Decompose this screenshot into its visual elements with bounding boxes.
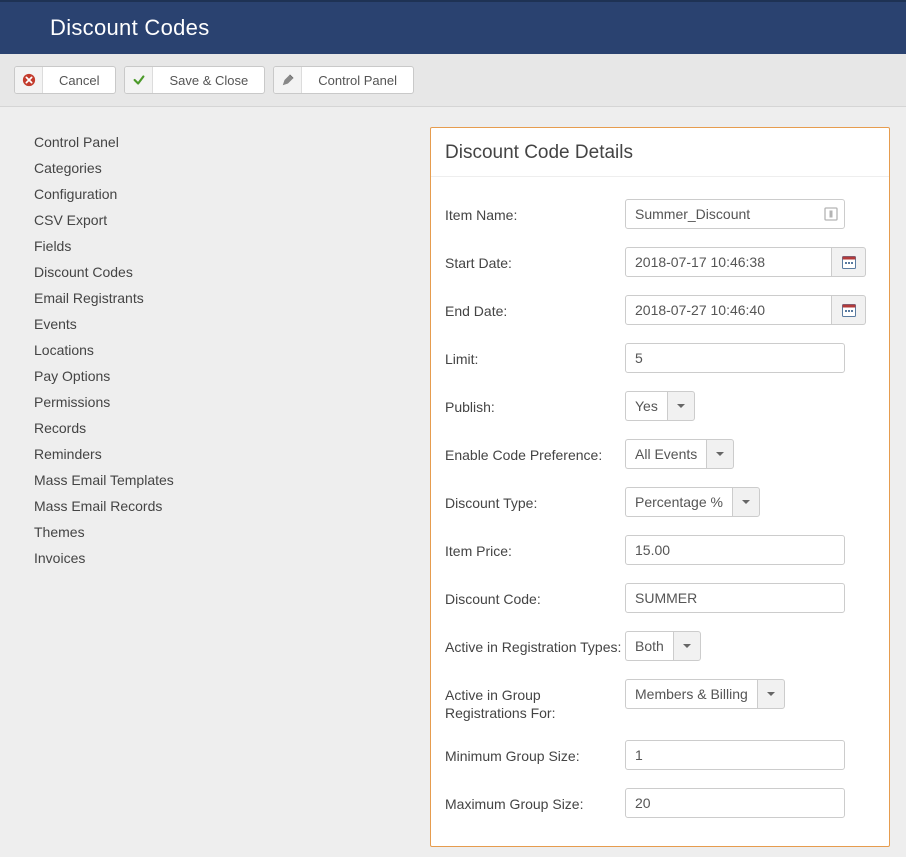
sidebar-item[interactable]: Themes	[34, 519, 430, 545]
chevron-down-icon	[732, 487, 760, 517]
page-header: Discount Codes	[0, 0, 906, 54]
active-group-reg-select[interactable]: Members & Billing	[625, 679, 785, 709]
max-group-input[interactable]	[625, 788, 845, 818]
sidebar-item[interactable]: Email Registrants	[34, 285, 430, 311]
panel-title: Discount Code Details	[431, 142, 889, 177]
publish-select-value: Yes	[625, 391, 667, 421]
min-group-label: Minimum Group Size:	[445, 740, 625, 765]
discount-code-input[interactable]	[625, 583, 845, 613]
discount-type-select-value: Percentage %	[625, 487, 732, 517]
cancel-button[interactable]: Cancel	[14, 66, 116, 94]
sidebar-item[interactable]: Invoices	[34, 545, 430, 571]
start-date-picker-button[interactable]	[832, 247, 866, 277]
enable-pref-label: Enable Code Preference:	[445, 439, 625, 464]
item-price-input[interactable]	[625, 535, 845, 565]
sidebar-item[interactable]: Categories	[34, 155, 430, 181]
control-panel-button[interactable]: Control Panel	[273, 66, 414, 94]
sidebar-item[interactable]: Events	[34, 311, 430, 337]
discount-type-select[interactable]: Percentage %	[625, 487, 760, 517]
control-panel-button-label: Control Panel	[302, 73, 413, 88]
sidebar-item[interactable]: CSV Export	[34, 207, 430, 233]
sidebar-item[interactable]: Fields	[34, 233, 430, 259]
active-reg-types-select[interactable]: Both	[625, 631, 701, 661]
active-reg-types-select-value: Both	[625, 631, 673, 661]
publish-select[interactable]: Yes	[625, 391, 695, 421]
autofill-icon	[823, 206, 839, 222]
chevron-down-icon	[706, 439, 734, 469]
calendar-icon	[841, 254, 857, 270]
sidebar-item[interactable]: Mass Email Templates	[34, 467, 430, 493]
start-date-label: Start Date:	[445, 247, 625, 272]
item-name-label: Item Name:	[445, 199, 625, 224]
end-date-label: End Date:	[445, 295, 625, 320]
check-icon	[125, 67, 153, 93]
cancel-button-label: Cancel	[43, 73, 115, 88]
cancel-icon	[15, 67, 43, 93]
min-group-input[interactable]	[625, 740, 845, 770]
item-price-label: Item Price:	[445, 535, 625, 560]
page-title: Discount Codes	[50, 15, 210, 41]
active-group-reg-select-value: Members & Billing	[625, 679, 757, 709]
sidebar-item[interactable]: Discount Codes	[34, 259, 430, 285]
end-date-picker-button[interactable]	[832, 295, 866, 325]
limit-label: Limit:	[445, 343, 625, 368]
sidebar-item[interactable]: Locations	[34, 337, 430, 363]
chevron-down-icon	[667, 391, 695, 421]
item-name-input[interactable]	[625, 199, 845, 229]
save-close-button-label: Save & Close	[153, 73, 264, 88]
active-group-reg-label: Active in Group Registrations For:	[445, 679, 625, 722]
enable-pref-select-value: All Events	[625, 439, 706, 469]
sidebar-item[interactable]: Permissions	[34, 389, 430, 415]
discount-code-label: Discount Code:	[445, 583, 625, 608]
discount-form: Item Name: Start Date:	[431, 199, 889, 818]
calendar-icon	[841, 302, 857, 318]
sidebar-item[interactable]: Mass Email Records	[34, 493, 430, 519]
end-date-input[interactable]	[625, 295, 832, 325]
discount-type-label: Discount Type:	[445, 487, 625, 512]
sidebar-item[interactable]: Control Panel	[34, 129, 430, 155]
details-panel: Discount Code Details Item Name: S	[430, 127, 890, 847]
start-date-input[interactable]	[625, 247, 832, 277]
active-reg-types-label: Active in Registration Types:	[445, 631, 625, 656]
sidebar-item[interactable]: Reminders	[34, 441, 430, 467]
sidebar-item[interactable]: Records	[34, 415, 430, 441]
main-content: Discount Code Details Item Name: S	[430, 107, 906, 857]
sidebar-item[interactable]: Pay Options	[34, 363, 430, 389]
max-group-label: Maximum Group Size:	[445, 788, 625, 813]
save-close-button[interactable]: Save & Close	[124, 66, 265, 94]
sidebar-item[interactable]: Configuration	[34, 181, 430, 207]
sidebar-nav: Control PanelCategoriesConfigurationCSV …	[0, 107, 430, 857]
pencil-icon	[274, 67, 302, 93]
enable-pref-select[interactable]: All Events	[625, 439, 734, 469]
chevron-down-icon	[757, 679, 785, 709]
limit-input[interactable]	[625, 343, 845, 373]
chevron-down-icon	[673, 631, 701, 661]
action-toolbar: Cancel Save & Close Control Panel	[0, 54, 906, 107]
publish-label: Publish:	[445, 391, 625, 416]
